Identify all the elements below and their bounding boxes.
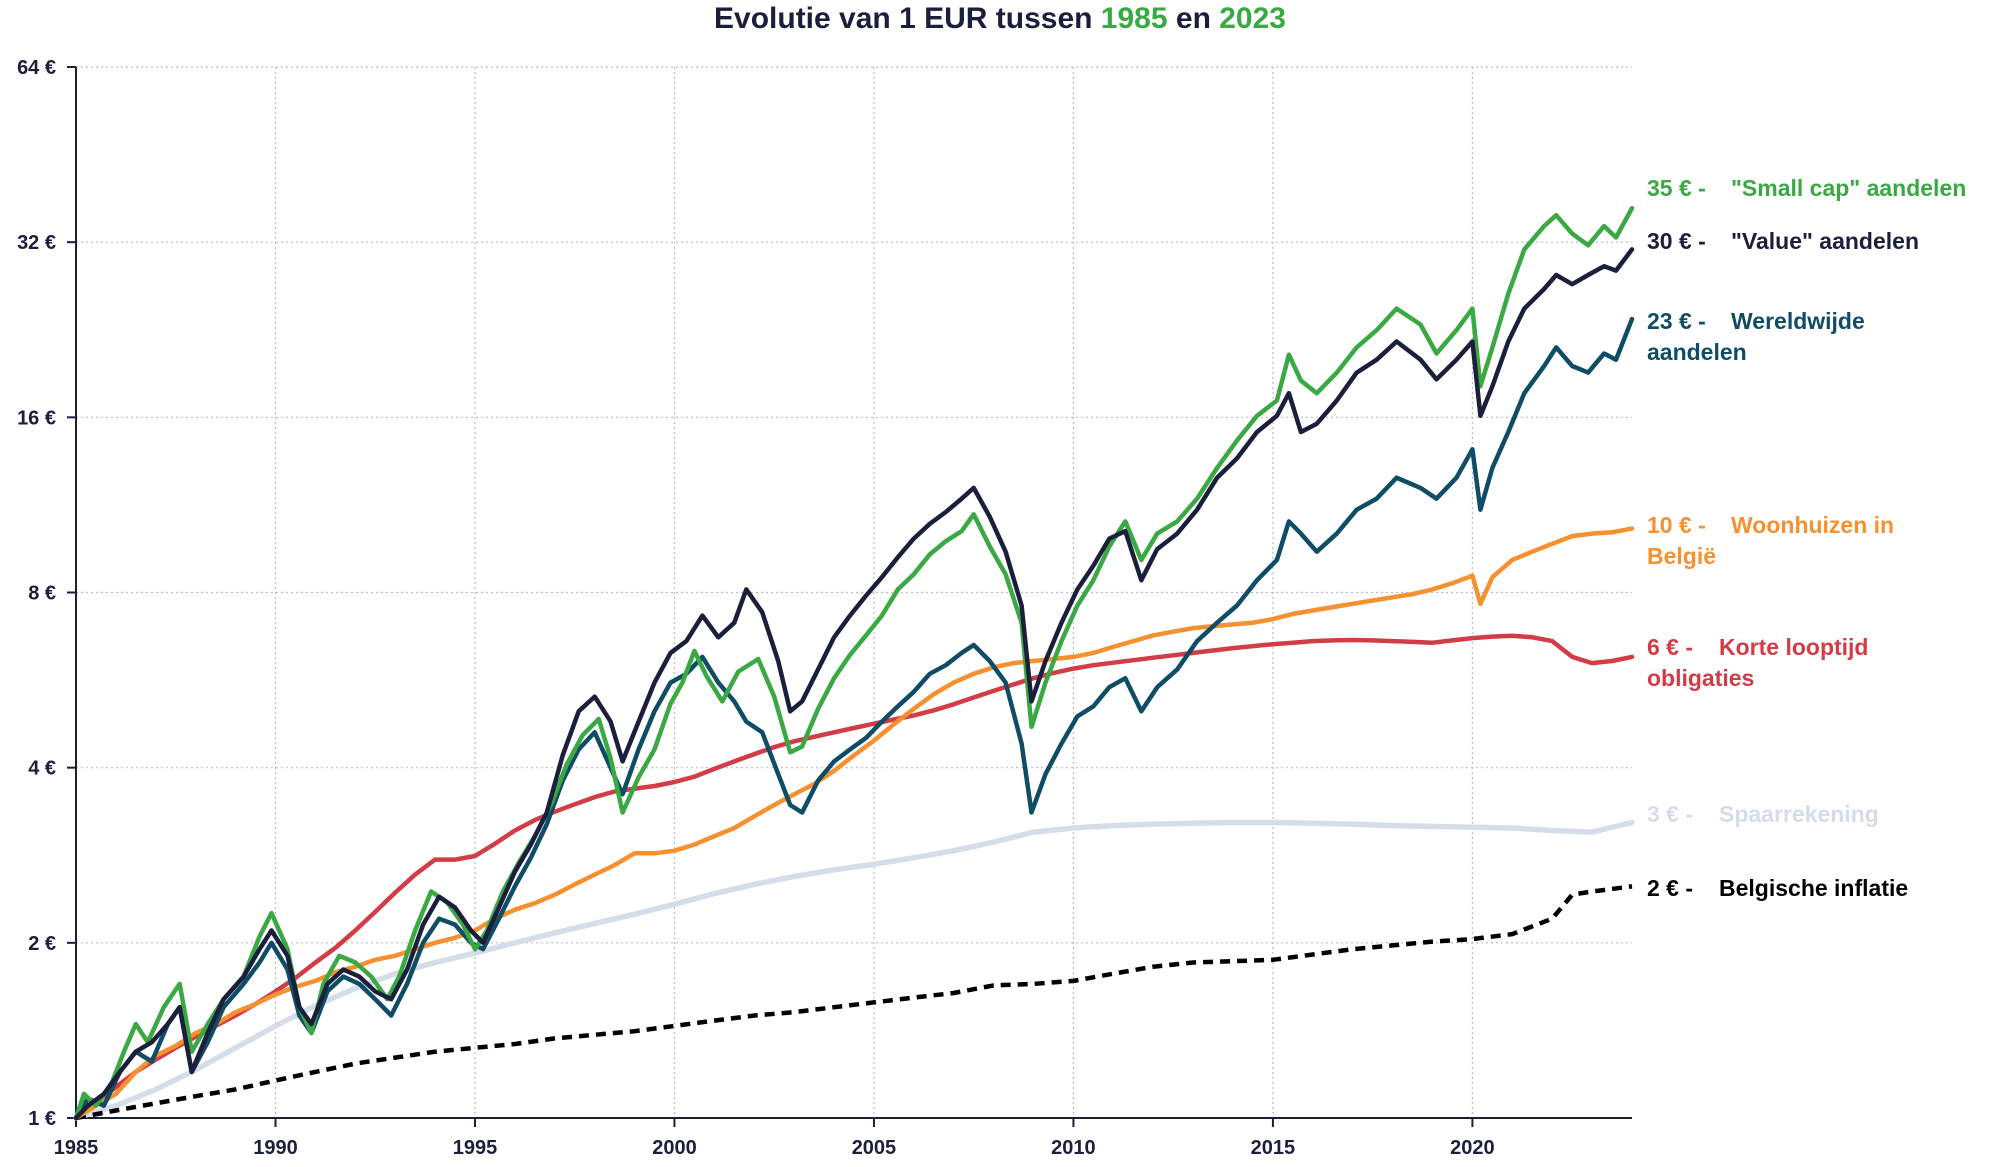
series-label-name: België [1647,543,1716,569]
series-label-1: 30 € - "Value" aandelen [1647,228,1919,254]
series-label-value: 30 € - [1647,228,1706,254]
chart-title-part-3: 2023 [1219,2,1286,35]
series-line-4 [73,633,1635,1121]
series-label-name: Woonhuizen in [1731,512,1894,538]
y-tick-label: 1 € [28,1108,56,1130]
series-label-value: 6 € - [1647,634,1693,660]
x-tick-label: 2010 [1051,1137,1096,1159]
series-label-name: Belgische inflatie [1719,875,1908,901]
series-label-name: Spaarrekening [1719,801,1879,827]
series-label-0: 35 € - "Small cap" aandelen [1647,175,1966,201]
series-end-labels: 35 € - "Small cap" aandelen 30 € - "Value" … [1647,175,1966,901]
x-tick-label: 1995 [453,1137,498,1159]
series-line-6 [75,884,1633,1121]
y-tick-label: 2 € [28,933,56,955]
series-label-value: 3 € - [1647,801,1693,827]
series-label-6: 2 € - Belgische inflatie [1647,875,1908,901]
series-line-0 [73,205,1635,1121]
series-label-value: 10 € - [1647,512,1706,538]
chart-title-part-2: en [1168,2,1220,35]
series-line-5 [73,819,1635,1121]
series-label-name: Korte looptijd [1719,634,1868,660]
series-line-1 [73,247,1635,1121]
x-tick-label: 2005 [852,1137,897,1159]
series-label-value: 23 € - [1647,308,1706,334]
y-tick-label: 32 € [17,232,56,254]
x-tick-label: 2000 [652,1137,697,1159]
x-tick-label: 2020 [1450,1137,1495,1159]
y-tick-label: 4 € [28,758,56,780]
series-label-name: obligaties [1647,665,1754,691]
axes: 1985 1990 1995 2000 2005 2010 2015 2020 1 € 2 € 4 … [17,57,1632,1159]
chart-title-part-1: 1985 [1101,2,1168,35]
x-tick-label: 2015 [1251,1137,1296,1159]
y-tick-label: 8 € [28,583,56,605]
y-tick-label: 16 € [17,407,56,429]
chart-title-part-0: Evolutie van 1 EUR tussen [714,2,1101,35]
series-label-5: 3 € - Spaarrekening [1647,801,1879,827]
series-label-name: "Value" aandelen [1731,228,1919,254]
series-label-value: 2 € - [1647,875,1693,901]
series-label-3: 10 € - Woonhuizen in België [1647,512,1894,569]
y-tick-label: 64 € [17,57,56,79]
series-label-2: 23 € - Wereldwijde aandelen [1647,308,1865,365]
x-tick-label: 1985 [54,1137,99,1159]
grid [76,66,1632,1118]
x-tick-label: 1990 [253,1137,298,1159]
series-label-4: 6 € - Korte looptijd obligaties [1647,634,1868,691]
series-label-name: "Small cap" aandelen [1731,175,1966,201]
series-label-name: aandelen [1647,339,1747,365]
series-group [73,205,1635,1121]
chart-title: Evolutie van 1 EUR tussen 1985 en 2023 [714,2,1286,35]
series-label-name: Wereldwijde [1731,308,1865,334]
series-label-value: 35 € - [1647,175,1706,201]
series-line-2 [73,316,1635,1121]
